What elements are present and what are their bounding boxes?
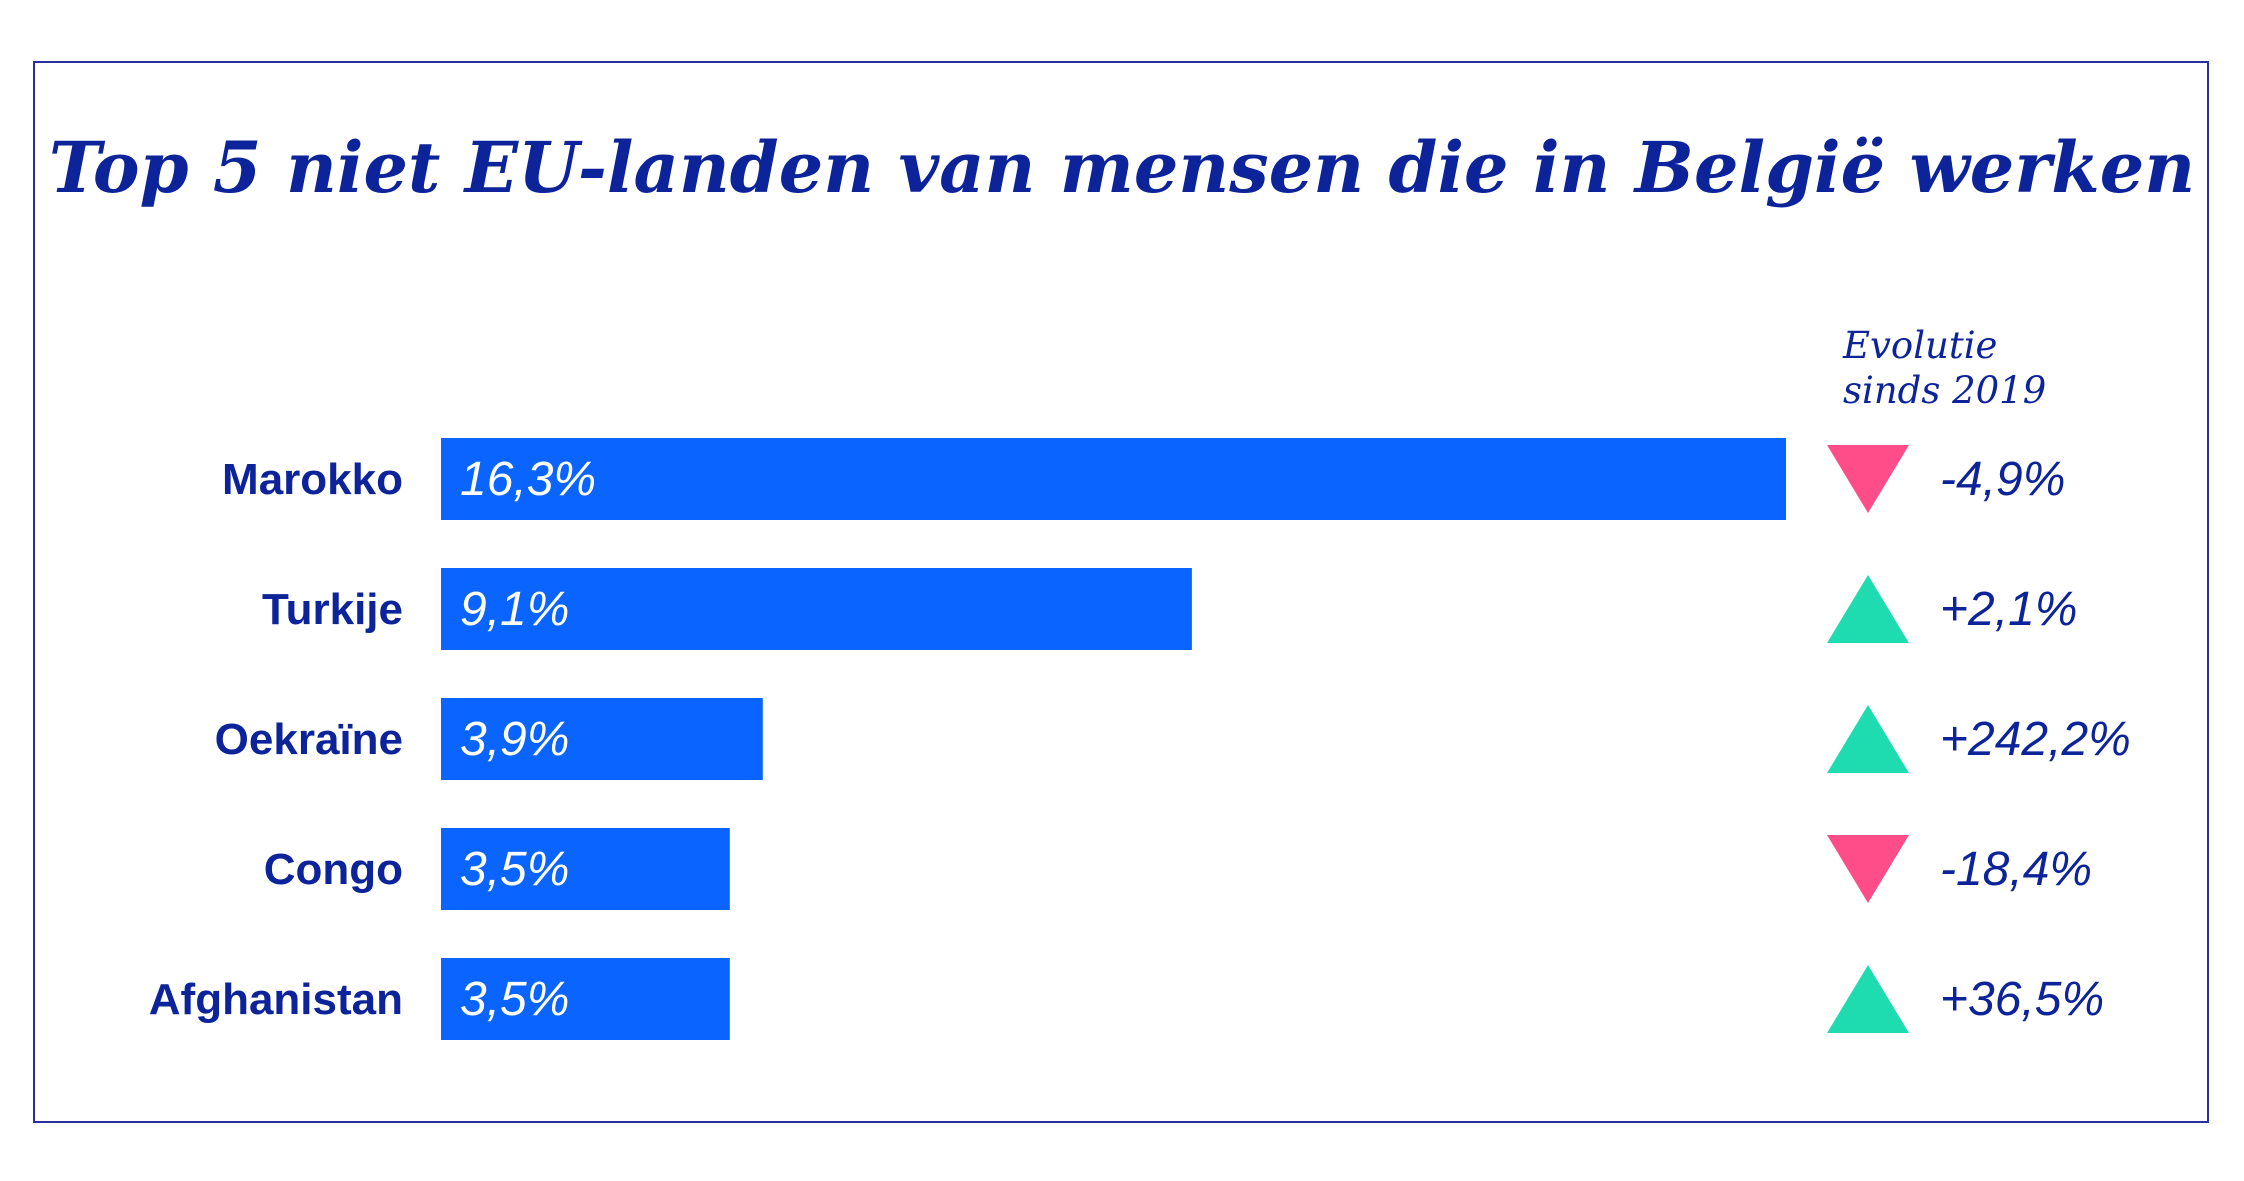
bar xyxy=(441,568,1192,650)
bar xyxy=(441,958,730,1040)
bar xyxy=(441,438,1786,520)
bar-value-label: 16,3% xyxy=(460,453,596,506)
evolution-value-label: +36,5% xyxy=(1940,973,2104,1026)
down-triangle-icon xyxy=(1827,835,1909,903)
category-label: Congo xyxy=(264,845,403,894)
evolution-header-line1: Evolutie xyxy=(1842,324,1997,367)
category-label: Oekraïne xyxy=(215,715,403,764)
bar xyxy=(441,828,730,910)
bar xyxy=(441,698,763,780)
chart-title: Top 5 niet EU-landen van mensen die in B… xyxy=(49,126,2195,209)
evolution-value-label: -18,4% xyxy=(1940,843,2092,896)
up-triangle-icon xyxy=(1827,575,1909,643)
bar-value-label: 3,5% xyxy=(460,843,569,896)
category-label: Turkije xyxy=(262,585,403,634)
up-triangle-icon xyxy=(1827,705,1909,773)
down-triangle-icon xyxy=(1827,445,1909,513)
up-triangle-icon xyxy=(1827,965,1909,1033)
bar-rows: Marokko 16,3% -4,9% Turkije 9,1% +2,1% Oekraïn… xyxy=(149,438,2131,1040)
evolution-value-label: +2,1% xyxy=(1940,583,2077,636)
bar-value-label: 3,5% xyxy=(460,973,569,1026)
bar-value-label: 3,9% xyxy=(460,713,569,766)
evolution-header-line2: sinds 2019 xyxy=(1843,369,2046,412)
bar-value-label: 9,1% xyxy=(460,583,569,636)
evolution-value-label: +242,2% xyxy=(1940,713,2131,766)
category-label: Afghanistan xyxy=(149,975,403,1024)
category-label: Marokko xyxy=(222,455,403,504)
evolution-value-label: -4,9% xyxy=(1940,453,2065,506)
chart-frame xyxy=(33,61,2209,1123)
